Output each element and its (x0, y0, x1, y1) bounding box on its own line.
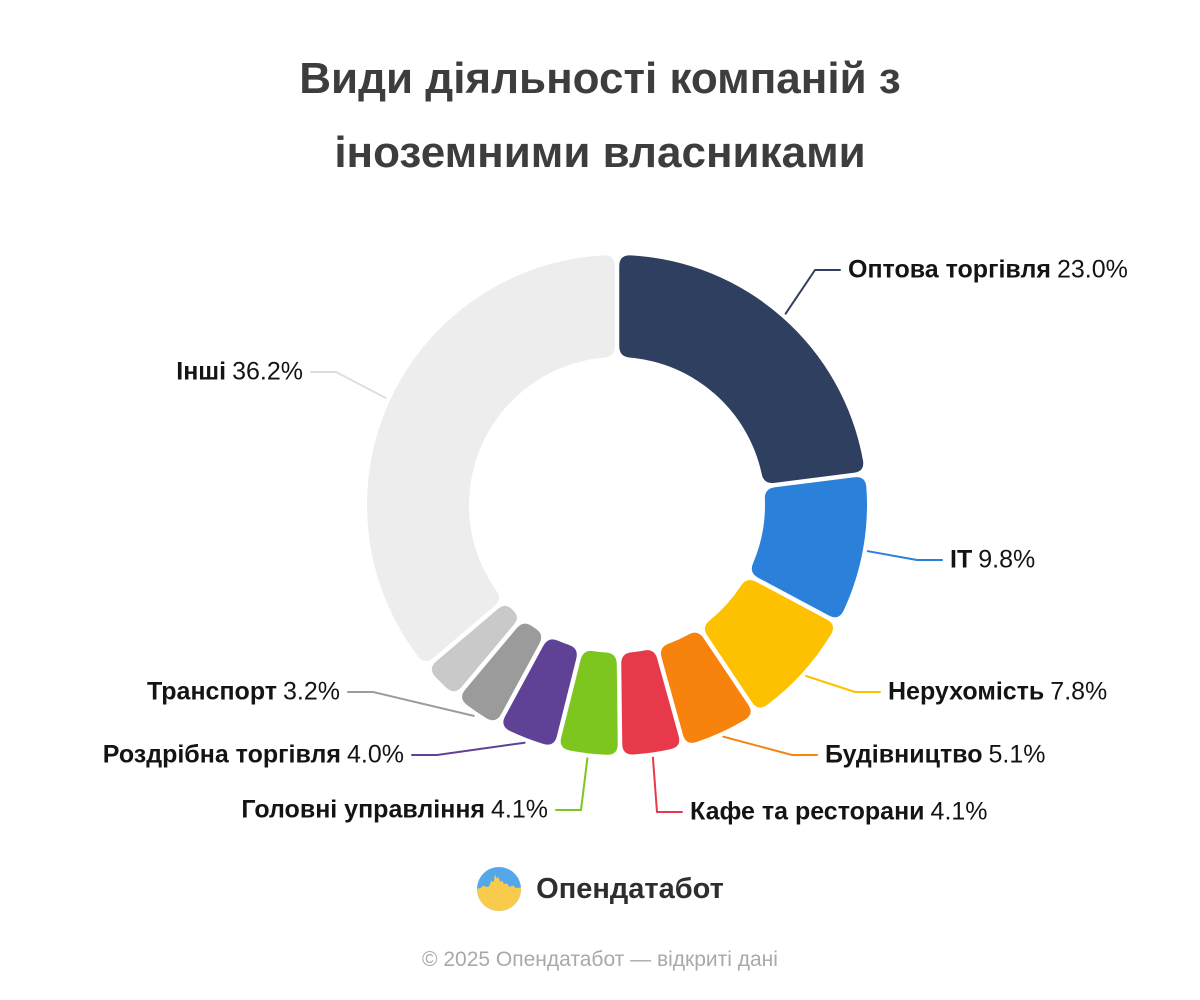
leader-line-head-offices (555, 757, 589, 811)
segment-label-name: Нерухомість (888, 677, 1045, 706)
donut-segment-cafes-and-restaurants (621, 650, 680, 755)
segment-label-name: Будівництво (825, 740, 983, 769)
segment-label-value: 4.1% (930, 797, 988, 826)
donut-segment-unlabeled (431, 605, 517, 692)
segment-label-transport: Транспорт 3.2% (147, 678, 340, 707)
copyright-text: © 2025 Опендатабот — відкриті дані (422, 948, 778, 971)
leader-line-others (310, 371, 387, 399)
page-title-line-2: іноземними власниками (334, 128, 866, 177)
leader-line-it (866, 550, 943, 561)
segment-label-name: Роздрібна торгівля (102, 740, 342, 769)
segment-label-name: Кафе та ресторани (690, 797, 925, 826)
leader-line-cafes-and-restaurants (651, 756, 683, 813)
donut-segment-transport (462, 623, 542, 721)
page-title: Види діяльності компаній з іноземними вл… (0, 42, 1200, 190)
segment-label-cafes-and-restaurants: Кафе та ресторани 4.1% (690, 798, 988, 827)
opendatabot-logo-icon (477, 867, 522, 911)
segment-label-others: Інші 36.2% (176, 358, 303, 387)
donut-segment-it (751, 477, 868, 618)
segment-label-value: 5.1% (988, 740, 1046, 769)
segment-label-construction: Будівництво 5.1% (825, 741, 1045, 770)
segment-label-it: IT 9.8% (950, 546, 1035, 575)
donut-segment-construction (660, 632, 751, 743)
segment-label-name: Транспорт (146, 677, 278, 706)
donut-segment-retail-trade (503, 639, 577, 745)
donut-segment-others (367, 255, 615, 662)
donut-segment-wholesale-trade (619, 255, 864, 483)
segment-label-value: 4.1% (491, 795, 548, 824)
segment-label-head-offices: Головні управління 4.1% (241, 796, 548, 825)
segment-label-value: 9.8% (978, 545, 1036, 574)
segment-label-value: 7.8% (1050, 677, 1108, 706)
segment-label-value: 3.2% (283, 677, 340, 706)
segment-label-name: Інші (176, 357, 227, 386)
opendatabot-logo-text: Опендатабот (536, 872, 724, 905)
leader-line-retail-trade (411, 741, 526, 756)
segment-label-wholesale-trade: Оптова торгівля 23.0% (848, 256, 1128, 285)
segment-label-value: 36.2% (232, 357, 303, 386)
page-title-line-1: Види діяльності компаній з (299, 54, 901, 103)
segment-label-name: IT (950, 545, 973, 574)
segment-label-value: 4.0% (347, 740, 404, 769)
segment-label-name: Оптова торгівля (848, 255, 1051, 284)
donut-segment-head-offices (560, 650, 618, 755)
leader-line-transport (347, 691, 475, 717)
segment-label-retail-trade: Роздрібна торгівля 4.0% (103, 741, 404, 770)
leader-line-wholesale-trade (784, 269, 841, 315)
segment-label-name: Головні управління (241, 795, 486, 824)
segment-label-real-estate: Нерухомість 7.8% (888, 678, 1107, 707)
leader-line-construction (722, 735, 818, 756)
donut-segment-real-estate (704, 579, 834, 708)
leader-line-real-estate (805, 675, 881, 693)
opendatabot-logo: Опендатабот (0, 866, 1200, 912)
segment-label-value: 23.0% (1056, 255, 1128, 284)
